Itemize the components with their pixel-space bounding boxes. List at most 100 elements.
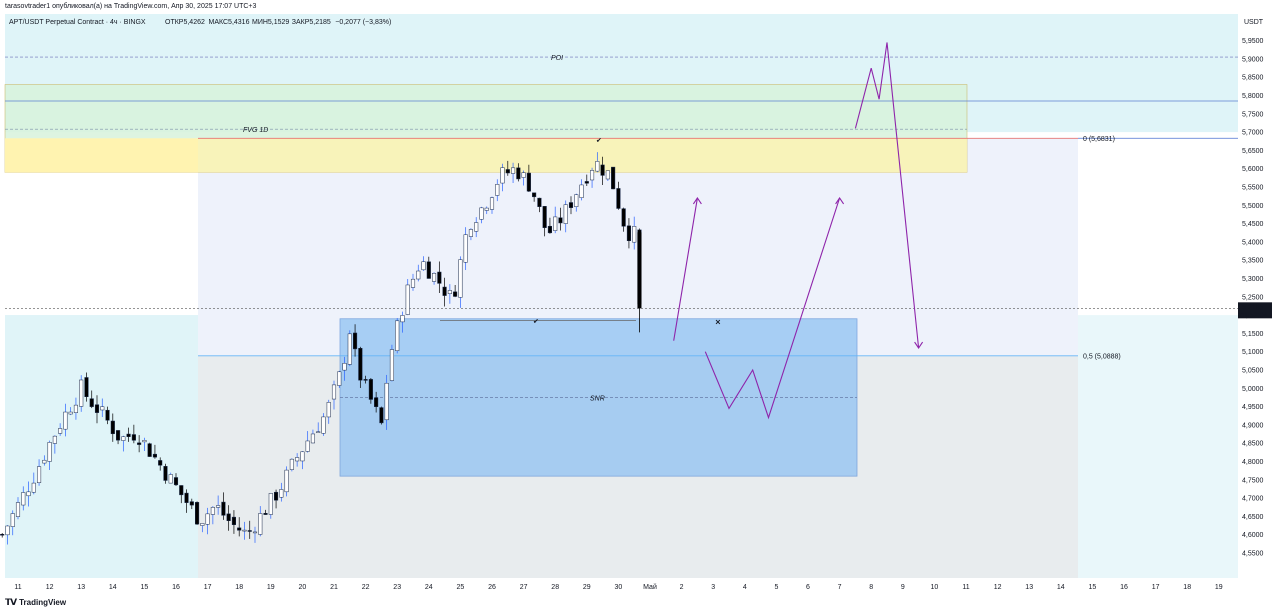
time-tick-12: 23 (393, 584, 401, 591)
time-tick-5: 16 (172, 584, 180, 591)
time-tick-28: 9 (901, 584, 905, 591)
time-tick-38: 19 (1215, 584, 1223, 591)
candle-8 (42, 459, 47, 464)
candle-109 (574, 194, 579, 207)
price-tick-18: 5,0500 (1242, 368, 1264, 375)
candle-95 (500, 167, 505, 184)
price-tick-6: 5,6500 (1242, 148, 1264, 155)
candle-1 (5, 525, 10, 536)
time-tick-31: 12 (994, 584, 1002, 591)
candle-112 (590, 170, 595, 181)
candle-108 (568, 202, 574, 208)
time-tick-6: 17 (204, 584, 212, 591)
candle-63 (331, 384, 337, 400)
time-tick-35: 16 (1120, 584, 1128, 591)
candle-40 (210, 507, 215, 515)
price-tick-23: 4,8000 (1242, 459, 1264, 466)
legend-item-5: −0,2077 (−3,83%) (335, 19, 391, 26)
last-price-countdown: 01:52:04 (1240, 312, 1267, 319)
candle-37 (195, 502, 200, 525)
projected-path-3 (854, 42, 920, 349)
candle-35 (184, 492, 189, 503)
price-tick-27: 4,6000 (1242, 532, 1264, 539)
time-tick-34: 15 (1089, 584, 1097, 591)
candle-76 (400, 315, 405, 323)
price-tick-7: 5,6000 (1242, 166, 1264, 173)
candle-99 (521, 172, 526, 178)
time-tick-24: 5 (774, 584, 778, 591)
fvg-yellow-left (5, 138, 198, 173)
time-tick-23: 4 (743, 584, 747, 591)
time-tick-9: 20 (299, 584, 307, 591)
candle-75 (395, 320, 400, 351)
candle-97 (511, 167, 516, 174)
price-tick-11: 5,4000 (1242, 239, 1264, 246)
candle-84 (442, 286, 447, 296)
candle-98 (516, 167, 521, 180)
price-tick-10: 5,4500 (1242, 221, 1264, 228)
candle-30 (158, 460, 163, 466)
candle-53 (279, 489, 284, 498)
candle-78 (410, 278, 416, 288)
price-tick-28: 4,5500 (1242, 551, 1264, 558)
candle-31 (163, 466, 168, 481)
fvg-1d-label: FVG 1D (243, 127, 268, 134)
price-tick-2: 5,8500 (1242, 75, 1264, 82)
candle-54 (284, 469, 289, 493)
candle-4 (21, 492, 26, 506)
candle-66 (347, 333, 352, 365)
price-tick-19: 5,0000 (1242, 386, 1264, 393)
last-price-badge (1238, 302, 1272, 319)
tradingview-logo[interactable]: 𝗧𝗩 TradingView (5, 597, 66, 608)
time-tick-8: 19 (267, 584, 275, 591)
candle-68 (358, 348, 363, 381)
price-tick-12: 5,3500 (1242, 258, 1264, 265)
candle-34 (179, 485, 184, 496)
candle-59 (310, 433, 315, 444)
candle-117 (616, 188, 621, 209)
candle-47 (247, 530, 252, 532)
candle-6 (31, 482, 36, 493)
time-tick-37: 18 (1183, 584, 1191, 591)
projected-path-1 (673, 197, 698, 341)
candle-102 (537, 197, 542, 207)
candle-85 (447, 290, 452, 294)
legend-item-2: МАКС5,4316 (209, 19, 250, 26)
price-tick-22: 4,8500 (1242, 441, 1264, 448)
time-tick-13: 24 (425, 584, 433, 591)
time-tick-14: 25 (457, 584, 465, 591)
candle-45 (237, 527, 242, 531)
time-tick-16: 27 (520, 584, 528, 591)
checkmark-icon-top: ✔ (596, 137, 602, 144)
candle-13 (68, 411, 73, 415)
price-tick-14: 5,2500 (1242, 294, 1264, 301)
candle-106 (558, 217, 563, 224)
time-tick-21: 2 (680, 584, 684, 591)
candle-7 (37, 466, 42, 483)
candle-9 (47, 442, 52, 462)
candle-90 (474, 222, 479, 232)
candle-20 (105, 409, 110, 421)
candle-14 (73, 404, 78, 413)
candle-18 (94, 404, 100, 413)
time-tick-30: 11 (962, 584, 969, 591)
candle-16 (84, 377, 89, 397)
candle-86 (453, 291, 458, 297)
price-tick-0: 5,9500 (1242, 38, 1264, 45)
candle-110 (579, 184, 584, 198)
candle-72 (379, 407, 384, 424)
candle-56 (295, 457, 300, 462)
time-tick-29: 10 (931, 584, 939, 591)
candle-73 (384, 382, 389, 421)
candle-77 (405, 284, 410, 315)
arrow-head-1 (692, 196, 702, 205)
candle-25 (131, 434, 136, 441)
candle-80 (421, 261, 426, 271)
time-tick-7: 18 (235, 584, 243, 591)
candle-48 (252, 531, 258, 534)
candle-28 (147, 443, 152, 457)
time-tick-36: 17 (1152, 584, 1160, 591)
candle-62 (326, 402, 331, 418)
tradingview-mark-icon: 𝗧𝗩 (5, 597, 17, 607)
